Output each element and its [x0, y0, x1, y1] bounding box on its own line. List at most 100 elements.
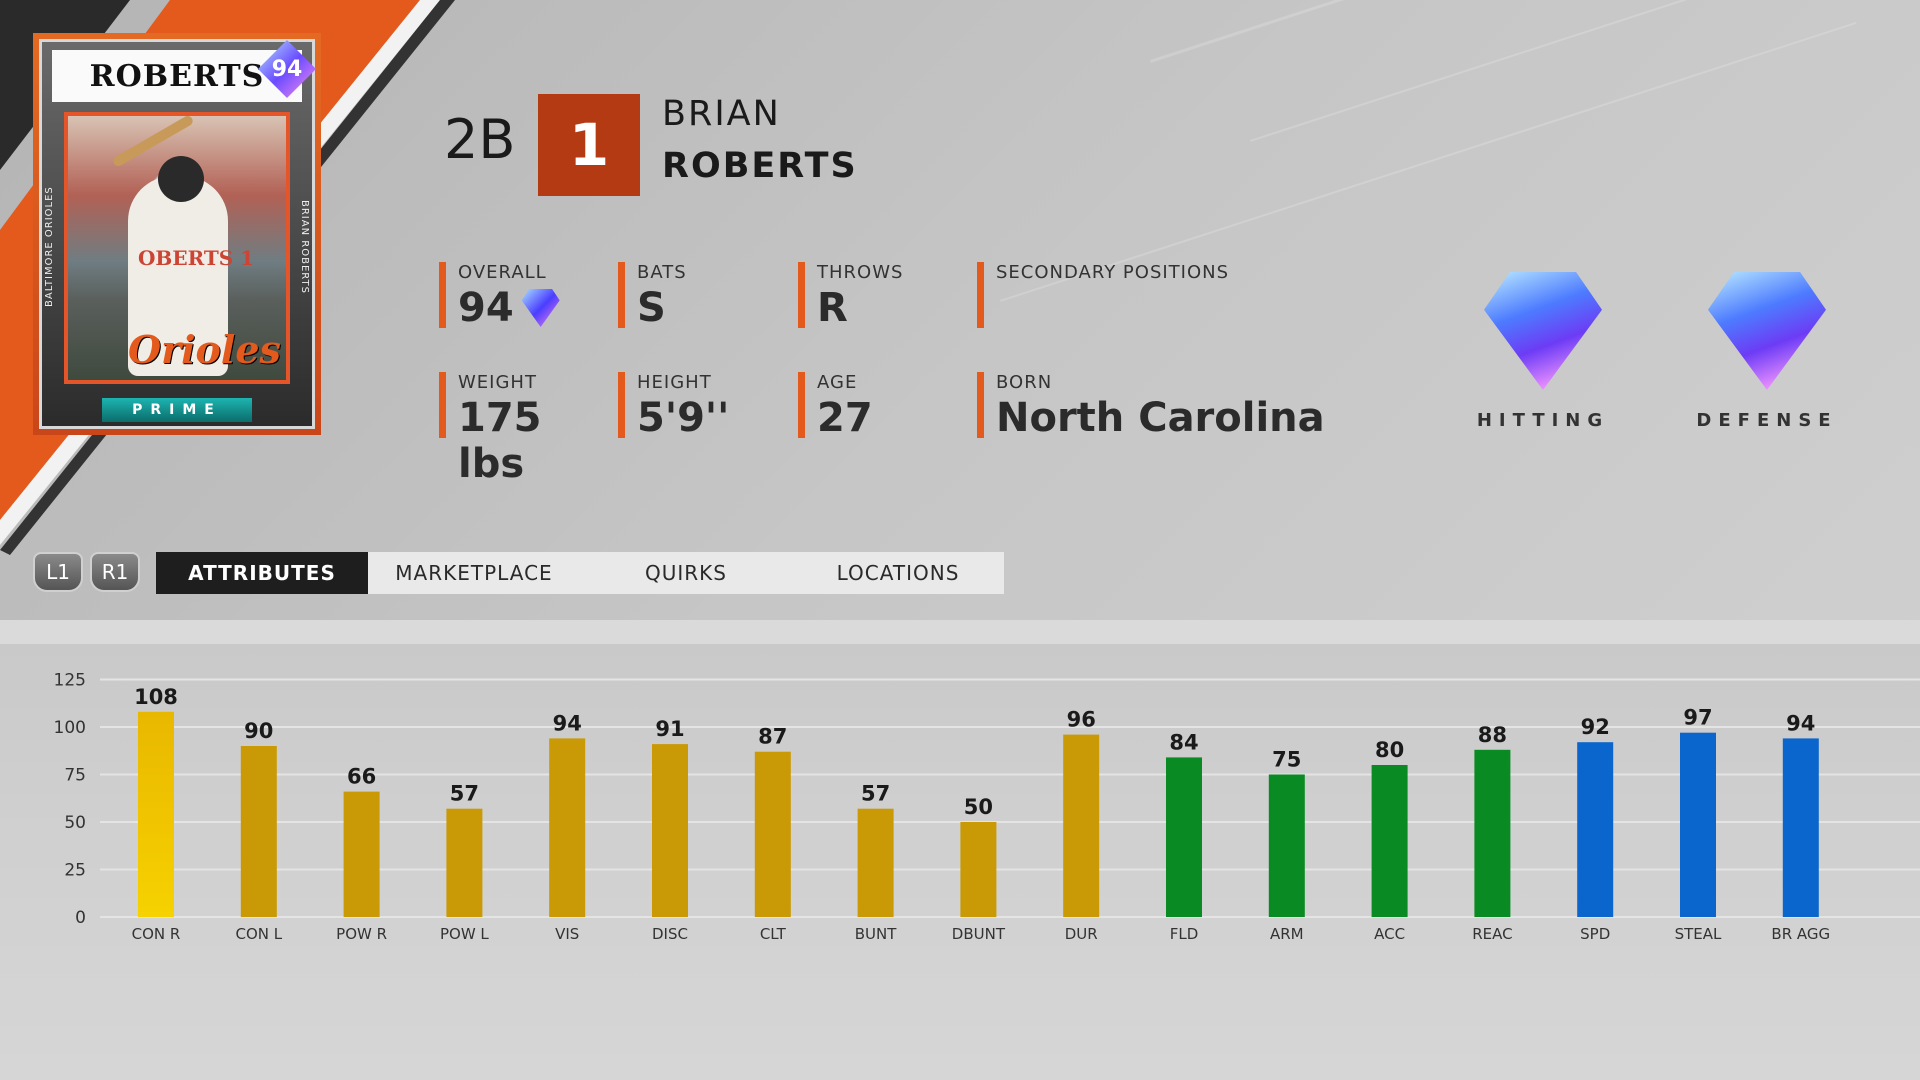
bar-acc — [1371, 765, 1408, 917]
defense-badge[interactable]: DEFENSE — [1692, 272, 1842, 431]
l1-label: L1 — [46, 560, 70, 584]
bar-fld — [1166, 757, 1202, 917]
bar-reac — [1474, 749, 1511, 917]
hitting-badge[interactable]: HITTING — [1468, 272, 1618, 431]
card-team-side-text: BALTIMORE ORIOLES — [44, 186, 55, 308]
bar-con-r — [138, 711, 174, 917]
category-label: CLT — [760, 925, 787, 943]
bar-value-label: 97 — [1683, 706, 1712, 730]
attributes-chart: 0 25 50 75 100 125 108 CON R 90 CON L 66 POW R 57 POW… — [54, 671, 1920, 943]
bar-vis — [549, 738, 586, 917]
category-label: ARM — [1270, 925, 1304, 943]
player-figure — [128, 176, 228, 376]
category-label: SPD — [1580, 925, 1610, 943]
bar-br-agg — [1782, 738, 1819, 917]
bar-value-label: 91 — [655, 717, 684, 741]
bar-pow-r — [343, 791, 380, 917]
bar-spd — [1577, 742, 1614, 917]
bar-pow-l — [446, 808, 483, 917]
player-last-name: ROBERTS — [662, 146, 858, 186]
stat-value: 94 — [458, 285, 514, 331]
player-position: 2B — [444, 108, 516, 171]
category-label: POW R — [336, 925, 387, 943]
bar-clt — [754, 751, 791, 917]
bar-value-label: 57 — [450, 782, 479, 806]
category-label: REAC — [1472, 925, 1512, 943]
stat-height: HEIGHT 5'9'' — [618, 372, 778, 441]
category-label: POW L — [440, 925, 489, 943]
background-streak — [1000, 21, 1857, 302]
bar-value-label: 50 — [964, 795, 993, 819]
team-logo: Orioles — [128, 327, 281, 372]
bar-value-label: 94 — [553, 711, 582, 735]
bar-value-label: 88 — [1478, 723, 1507, 747]
r1-button[interactable]: R1 — [90, 552, 140, 592]
player-card: ROBERTS 94 OBERTS 1 Orioles BALTIMORE OR… — [33, 33, 321, 435]
stat-age: AGE 27 — [798, 372, 958, 441]
jersey-number-box: 1 — [538, 94, 640, 196]
stat-overall: OVERALL 94 — [439, 262, 609, 331]
y-tick-label: 50 — [64, 813, 86, 833]
player-photo: OBERTS 1 Orioles — [64, 112, 290, 384]
stat-label: HEIGHT — [637, 372, 712, 393]
category-label: CON L — [235, 925, 282, 943]
card-jersey-text: OBERTS 1 — [138, 246, 255, 270]
category-label: BR AGG — [1771, 925, 1830, 943]
tab-marketplace[interactable]: MARKETPLACE — [395, 561, 553, 585]
background-streak — [1150, 0, 1817, 63]
bar-value-label: 92 — [1581, 715, 1610, 739]
bar-value-label: 75 — [1272, 748, 1301, 772]
stat-born: BORN North Carolina — [977, 372, 1337, 441]
stat-value: 5'9'' — [637, 395, 730, 441]
bar-bunt — [857, 808, 894, 917]
defense-diamond-icon — [1708, 272, 1826, 390]
bar-value-label: 57 — [861, 782, 890, 806]
bar-value-label: 96 — [1067, 708, 1096, 732]
tab-locations[interactable]: LOCATIONS — [836, 561, 960, 585]
r1-label: R1 — [101, 560, 129, 584]
y-tick-label: 125 — [54, 671, 86, 691]
bar-value-label: 90 — [244, 719, 273, 743]
player-card-frame: ROBERTS 94 OBERTS 1 Orioles BALTIMORE OR… — [39, 39, 316, 429]
defense-badge-label: DEFENSE — [1696, 410, 1838, 431]
bar-disc — [652, 744, 688, 917]
category-label: DUR — [1065, 925, 1098, 943]
bar-value-label: 87 — [758, 725, 787, 749]
category-label: DBUNT — [952, 925, 1006, 943]
player-first-name: BRIAN — [662, 94, 781, 134]
stat-value: 175 lbs — [458, 395, 542, 487]
attributes-panel-header-strip — [0, 620, 1920, 644]
player-helmet — [158, 156, 204, 202]
card-tier-badge: PRIME — [102, 398, 252, 422]
l1-button[interactable]: L1 — [33, 552, 83, 592]
jersey-number: 1 — [568, 111, 610, 179]
tab-attributes[interactable]: ATTRIBUTES — [156, 552, 368, 594]
category-label: ACC — [1374, 925, 1405, 943]
bar-steal — [1680, 732, 1716, 917]
bar-value-label: 94 — [1786, 711, 1815, 735]
stat-value: S — [637, 285, 666, 331]
y-tick-label: 0 — [75, 908, 86, 928]
bar-value-label: 108 — [134, 685, 178, 709]
category-label: VIS — [555, 925, 579, 943]
stat-label: BORN — [996, 372, 1053, 393]
stat-label: SECONDARY POSITIONS — [996, 262, 1230, 283]
stat-value: 27 — [817, 395, 873, 441]
stat-label: AGE — [817, 372, 858, 393]
category-label: FLD — [1170, 925, 1199, 943]
bar-value-label: 80 — [1375, 738, 1404, 762]
category-label: BUNT — [855, 925, 897, 943]
category-label: DISC — [652, 925, 688, 943]
stat-value-row: 94 — [458, 285, 609, 331]
bar-dur — [1063, 734, 1100, 917]
diamond-icon — [521, 289, 560, 327]
bar-con-l — [240, 746, 277, 917]
card-player-side-text: BRIAN ROBERTS — [299, 200, 310, 294]
y-tick-label: 75 — [64, 766, 86, 786]
bar-value-label: 66 — [347, 765, 376, 789]
stat-secondary-positions: SECONDARY POSITIONS — [977, 262, 1297, 328]
card-name: ROBERTS — [52, 50, 302, 102]
tab-quirks[interactable]: QUIRKS — [645, 561, 727, 585]
tab-bar: ATTRIBUTES MARKETPLACE QUIRKS LOCATIONS — [156, 552, 1004, 594]
stat-label: BATS — [637, 262, 687, 283]
